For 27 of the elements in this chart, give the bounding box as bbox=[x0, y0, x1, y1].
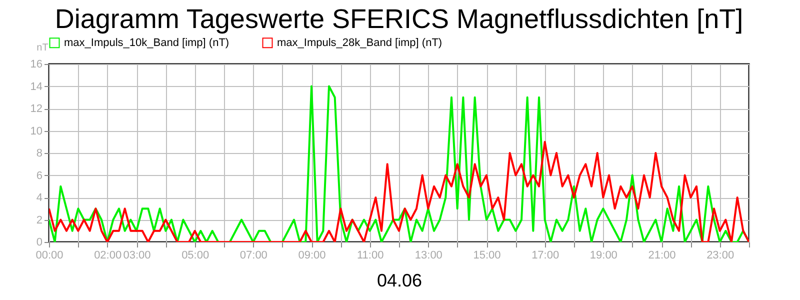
y-tick-label: 0 bbox=[36, 236, 42, 248]
y-tick-label: 8 bbox=[36, 148, 42, 160]
x-tick-label: 17:00 bbox=[532, 250, 560, 262]
x-tick-label: 15:00 bbox=[473, 250, 501, 262]
x-tick-label: 05:00 bbox=[182, 250, 210, 262]
x-tick-label: 11:00 bbox=[356, 250, 384, 262]
chart-title: Diagramm Tageswerte SFERICS Magnetflussdichten [nT] bbox=[54, 4, 744, 34]
x-tick-label: 09:00 bbox=[298, 250, 326, 262]
y-tick-label: 14 bbox=[30, 80, 42, 93]
x-tick-label: 23:00 bbox=[706, 250, 734, 262]
y-tick-label: 4 bbox=[36, 192, 42, 204]
x-tick-label: 13:00 bbox=[414, 250, 442, 262]
y-tick-label: 12 bbox=[30, 103, 42, 115]
x-tick-label: 07:00 bbox=[240, 250, 268, 262]
x-tick-label: 00:00 bbox=[36, 250, 64, 262]
legend-label: max_Impuls_10k_Band [imp] (nT) bbox=[64, 36, 230, 49]
x-axis-title: 04.06 bbox=[376, 270, 422, 290]
y-tick-label: 6 bbox=[36, 170, 42, 182]
legend-label: max_Impuls_28k_Band [imp] (nT) bbox=[277, 36, 442, 49]
y-tick-label: 2 bbox=[36, 214, 42, 226]
y-axis-title: nT bbox=[36, 42, 48, 54]
x-tick-label: 03:00 bbox=[123, 250, 151, 262]
x-tick-label: 21:00 bbox=[648, 250, 676, 262]
y-tick-label: 10 bbox=[30, 125, 42, 138]
x-tick-label: 02:00 bbox=[94, 250, 122, 262]
x-tick-label: 19:00 bbox=[590, 250, 618, 262]
y-tick-label: 16 bbox=[30, 58, 42, 70]
